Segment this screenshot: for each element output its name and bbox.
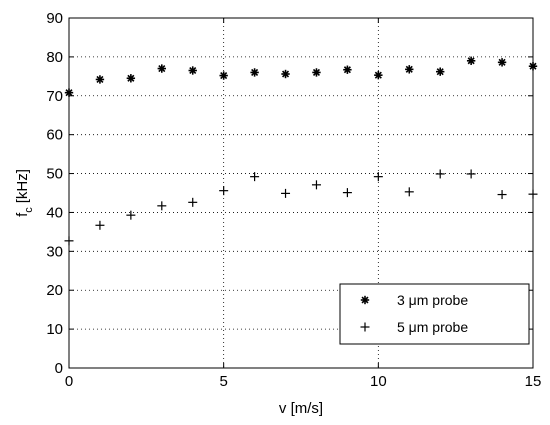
data-point-asterisk: [343, 65, 352, 74]
data-point-asterisk: [312, 68, 321, 77]
legend-plus-icon: [360, 322, 370, 332]
data-point-asterisk: [281, 69, 290, 79]
data-point-asterisk: [219, 71, 228, 80]
y-tick-label: 40: [46, 204, 63, 221]
data-point-asterisk: [157, 64, 166, 73]
data-point-plus: [157, 201, 167, 211]
legend-label-3um: 3 μm probe: [397, 292, 468, 308]
x-tick-label: 5: [219, 373, 227, 390]
y-tick-label: 50: [46, 166, 63, 183]
series-0: [64, 56, 538, 97]
data-point-plus: [466, 169, 476, 179]
grid-lines: [69, 18, 533, 368]
data-point-asterisk: [188, 66, 197, 75]
x-axis-label: v [m/s]: [279, 400, 323, 417]
y-tick-label: 80: [46, 49, 63, 66]
legend-marker-asterisk: [360, 295, 370, 305]
data-point-plus: [404, 187, 414, 197]
x-tick-label: 15: [525, 373, 542, 390]
data-point-plus: [435, 169, 445, 179]
data-point-plus: [95, 220, 105, 230]
tick-labels: 0 5 10 15 0 10 20 30 40 50 60 70 80 90: [46, 10, 541, 390]
data-point-asterisk: [466, 56, 476, 65]
legend: 3 μm probe 5 μm probe: [339, 283, 530, 345]
data-point-plus: [281, 188, 291, 198]
data-point-asterisk: [126, 74, 136, 83]
x-tick-label: 10: [370, 373, 387, 390]
data-point-plus: [311, 180, 321, 190]
svg-text:fc[kHz]: fc [kHz]: [14, 169, 35, 217]
legend-asterisk-icon: [360, 295, 370, 305]
data-point-asterisk: [374, 70, 383, 80]
data-point-plus: [188, 197, 198, 207]
data-point-asterisk: [436, 67, 445, 76]
data-point-plus: [342, 188, 352, 198]
data-point-plus: [250, 172, 260, 182]
y-tick-label: 10: [46, 321, 63, 338]
y-axis-label-subscript: c: [23, 207, 35, 213]
y-tick-label: 0: [55, 360, 63, 377]
data-point-plus: [497, 190, 507, 200]
data-point-asterisk: [405, 65, 414, 74]
legend-marker-plus: [360, 322, 370, 332]
y-axis-label-unit: [kHz]: [14, 169, 31, 203]
plot-frame: [68, 17, 534, 369]
y-tick-label: 30: [46, 243, 63, 260]
legend-box: [339, 283, 530, 345]
axis-ticks: [68, 17, 534, 369]
data-point-plus: [126, 210, 136, 220]
data-point-plus: [219, 186, 229, 196]
series-layer: [64, 56, 538, 246]
y-tick-label: 60: [46, 127, 63, 144]
y-axis-label: fc [kHz]: [14, 169, 35, 217]
data-point-asterisk: [497, 58, 507, 67]
data-point-plus: [373, 172, 383, 182]
y-tick-label: 90: [46, 10, 63, 27]
y-axis-label-main: f: [14, 212, 31, 217]
y-tick-label: 20: [46, 282, 63, 299]
data-point-asterisk: [95, 75, 105, 84]
data-point-asterisk: [250, 68, 259, 77]
x-tick-label: 0: [65, 373, 73, 390]
legend-label-5um: 5 μm probe: [397, 319, 468, 335]
y-tick-label: 70: [46, 88, 63, 105]
